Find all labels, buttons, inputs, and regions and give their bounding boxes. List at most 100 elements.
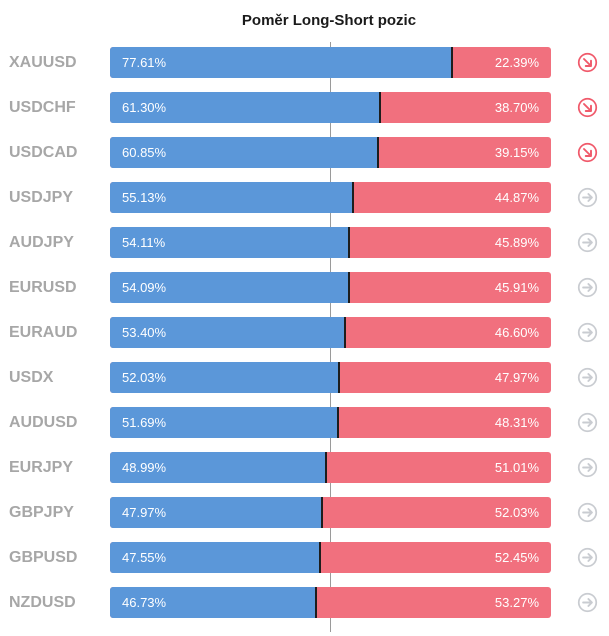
long-percent-label: 48.99% xyxy=(122,460,167,475)
short-bar: 51.69% 48.31% xyxy=(110,407,551,438)
long-bar xyxy=(110,452,326,483)
ratio-row: USDCAD 60.85% 39.15% xyxy=(0,137,609,168)
ratio-row: USDCHF 61.30% 38.70% xyxy=(0,92,609,123)
symbol-label[interactable]: EURAUD xyxy=(9,324,78,341)
chart-title: Poměr Long-Short pozic xyxy=(241,12,417,29)
long-bar xyxy=(110,542,320,573)
ratio-row: EURJPY 48.99% 51.01% xyxy=(0,452,609,483)
symbol-label[interactable]: GBPUSD xyxy=(9,549,78,566)
long-bar xyxy=(110,587,316,618)
long-percent-label: 47.97% xyxy=(122,505,167,520)
short-bar: 47.55% 52.45% xyxy=(110,542,551,573)
long-bar xyxy=(110,317,345,348)
ratio-divider xyxy=(325,452,327,483)
long-bar xyxy=(110,272,349,303)
ratio-row: GBPJPY 47.97% 52.03% xyxy=(0,497,609,528)
symbol-label[interactable]: USDJPY xyxy=(9,189,74,206)
symbol-label[interactable]: XAUUSD xyxy=(9,54,77,71)
ratio-divider xyxy=(321,497,323,528)
short-percent-label: 46.60% xyxy=(494,325,539,340)
right-arrow-icon[interactable] xyxy=(577,412,598,433)
short-percent-label: 39.15% xyxy=(494,145,539,160)
long-percent-label: 61.30% xyxy=(122,100,167,115)
short-percent-label: 52.03% xyxy=(494,505,539,520)
symbol-label[interactable]: USDCHF xyxy=(9,99,76,116)
down-right-arrow-icon[interactable] xyxy=(577,97,598,118)
long-bar xyxy=(110,407,338,438)
short-percent-label: 47.97% xyxy=(494,370,539,385)
short-bar: 54.09% 45.91% xyxy=(110,272,551,303)
ratio-divider xyxy=(337,407,339,438)
ratio-divider xyxy=(352,182,354,213)
short-bar: 54.11% 45.89% xyxy=(110,227,551,258)
right-arrow-icon[interactable] xyxy=(577,232,598,253)
long-percent-label: 46.73% xyxy=(122,595,167,610)
short-percent-label: 44.87% xyxy=(494,190,539,205)
long-bar xyxy=(110,182,353,213)
ratio-divider xyxy=(377,137,379,168)
ratio-divider xyxy=(348,227,350,258)
long-bar xyxy=(110,497,322,528)
long-percent-label: 53.40% xyxy=(122,325,167,340)
short-percent-label: 53.27% xyxy=(494,595,539,610)
short-percent-label: 52.45% xyxy=(494,550,539,565)
symbol-label[interactable]: USDX xyxy=(9,369,54,386)
symbol-label[interactable]: EURJPY xyxy=(9,459,74,476)
right-arrow-icon[interactable] xyxy=(577,592,598,613)
short-bar: 60.85% 39.15% xyxy=(110,137,551,168)
ratio-row: USDX 52.03% 47.97% xyxy=(0,362,609,393)
ratio-divider xyxy=(338,362,340,393)
short-percent-label: 45.89% xyxy=(494,235,539,250)
right-arrow-icon[interactable] xyxy=(577,457,598,478)
short-bar: 53.40% 46.60% xyxy=(110,317,551,348)
long-percent-label: 55.13% xyxy=(122,190,167,205)
right-arrow-icon[interactable] xyxy=(577,547,598,568)
short-percent-label: 51.01% xyxy=(494,460,539,475)
ratio-row: EURUSD 54.09% 45.91% xyxy=(0,272,609,303)
long-percent-label: 54.09% xyxy=(122,280,167,295)
short-bar: 48.99% 51.01% xyxy=(110,452,551,483)
symbol-label[interactable]: AUDUSD xyxy=(9,414,78,431)
right-arrow-icon[interactable] xyxy=(577,502,598,523)
symbol-label[interactable]: GBPJPY xyxy=(9,504,74,521)
long-percent-label: 54.11% xyxy=(122,235,166,250)
right-arrow-icon[interactable] xyxy=(577,277,598,298)
down-right-arrow-icon[interactable] xyxy=(577,142,598,163)
ratio-divider xyxy=(319,542,321,573)
right-arrow-icon[interactable] xyxy=(577,322,598,343)
symbol-label[interactable]: AUDJPY xyxy=(9,234,74,251)
short-bar: 55.13% 44.87% xyxy=(110,182,551,213)
ratio-row: NZDUSD 46.73% 53.27% xyxy=(0,587,609,618)
long-percent-label: 77.61% xyxy=(122,55,167,70)
long-percent-label: 51.69% xyxy=(122,415,167,430)
short-bar: 46.73% 53.27% xyxy=(110,587,551,618)
short-percent-label: 38.70% xyxy=(494,100,539,115)
symbol-label[interactable]: USDCAD xyxy=(9,144,78,161)
ratio-row: XAUUSD 77.61% 22.39% xyxy=(0,47,609,78)
long-percent-label: 60.85% xyxy=(122,145,167,160)
long-bar xyxy=(110,362,339,393)
short-bar: 52.03% 47.97% xyxy=(110,362,551,393)
ratio-divider xyxy=(348,272,350,303)
ratio-row: AUDUSD 51.69% 48.31% xyxy=(0,407,609,438)
right-arrow-icon[interactable] xyxy=(577,367,598,388)
ratio-row: GBPUSD 47.55% 52.45% xyxy=(0,542,609,573)
long-bar xyxy=(110,92,380,123)
short-percent-label: 48.31% xyxy=(494,415,539,430)
short-percent-label: 22.39% xyxy=(494,55,539,70)
ratio-divider xyxy=(451,47,453,78)
right-arrow-icon[interactable] xyxy=(577,187,598,208)
symbol-label[interactable]: NZDUSD xyxy=(9,594,76,611)
symbol-label[interactable]: EURUSD xyxy=(9,279,77,296)
long-bar xyxy=(110,137,378,168)
down-right-arrow-icon[interactable] xyxy=(577,52,598,73)
long-bar xyxy=(110,227,349,258)
ratio-row: EURAUD 53.40% 46.60% xyxy=(0,317,609,348)
short-bar: 47.97% 52.03% xyxy=(110,497,551,528)
long-percent-label: 47.55% xyxy=(122,550,167,565)
ratio-row: USDJPY 55.13% 44.87% xyxy=(0,182,609,213)
ratio-divider xyxy=(379,92,381,123)
long-bar xyxy=(110,47,452,78)
ratio-divider xyxy=(315,587,317,618)
short-bar: 61.30% 38.70% xyxy=(110,92,551,123)
